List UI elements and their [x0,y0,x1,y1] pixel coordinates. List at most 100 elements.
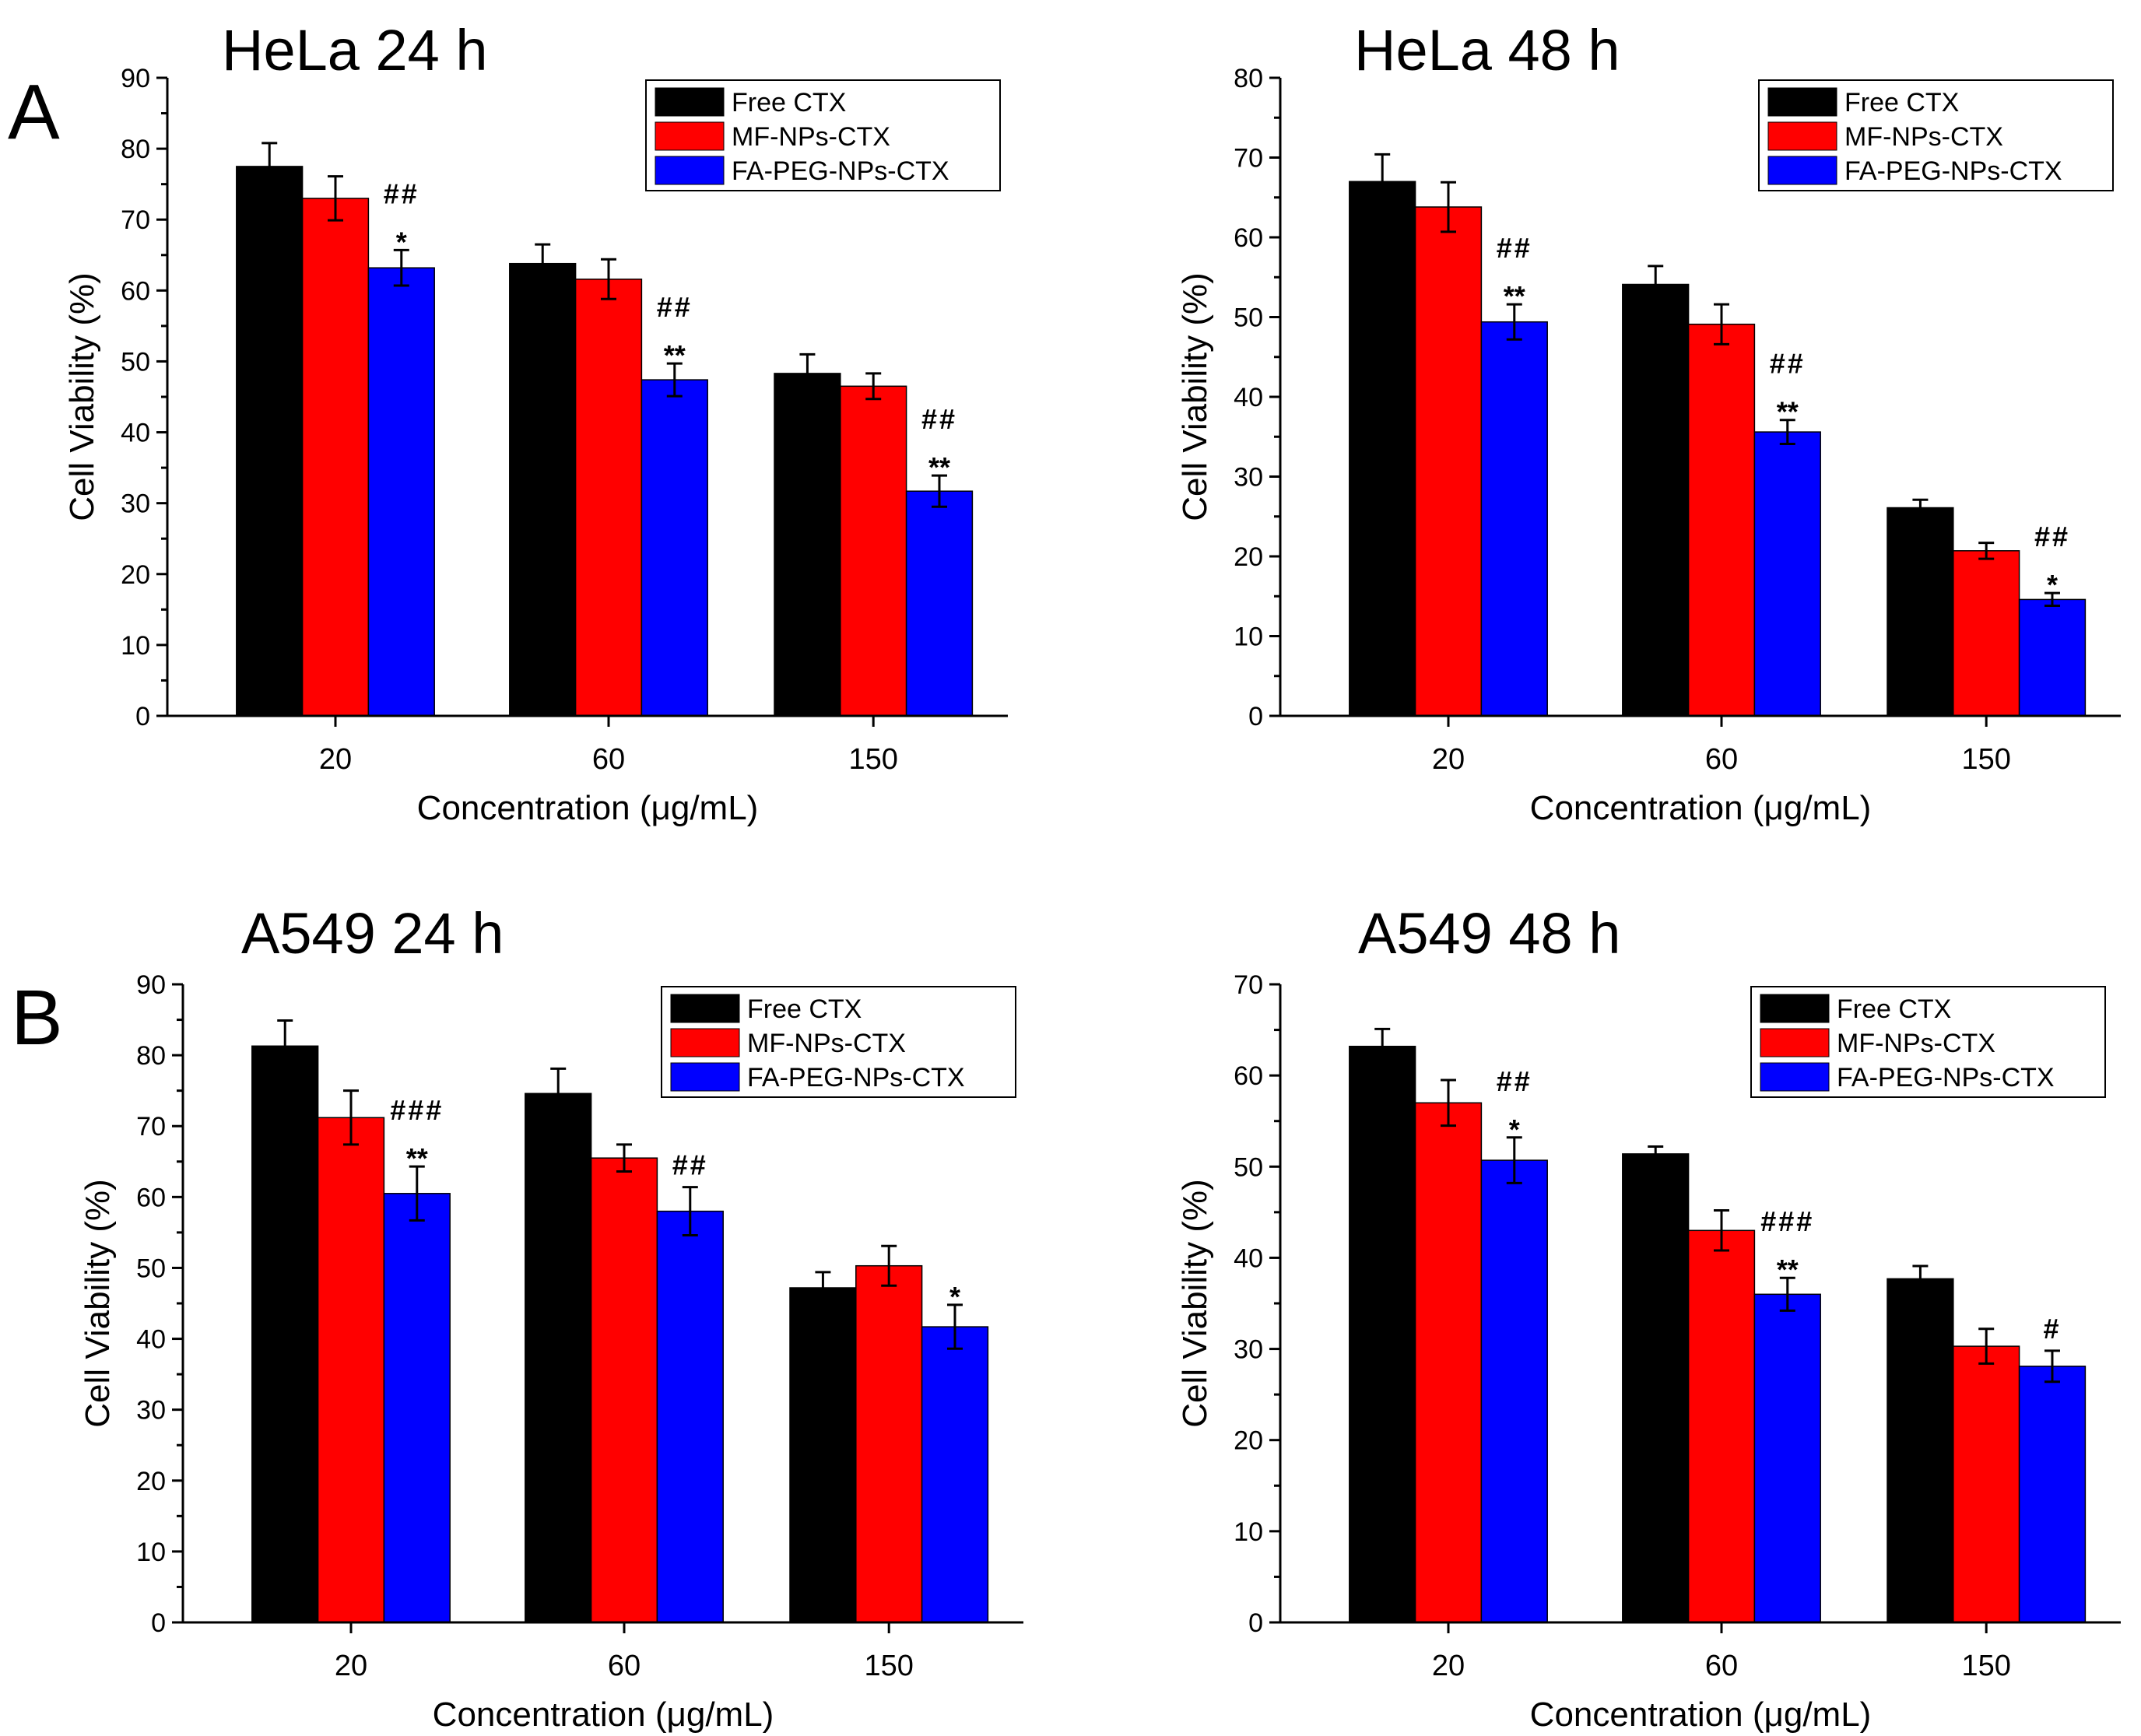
bar-a549-48h-s1-c0 [1414,1102,1483,1623]
bar-a549-48h-s1-c1 [1687,1229,1756,1623]
y-tick-label-hela-24h-5: 50 [121,347,150,377]
significance-mark-hela-24h-2-0: ** [928,451,950,483]
significance-mark-hela-48h-1-1: ## [1770,348,1806,380]
bar-hela-48h-s2-c0 [1480,321,1548,717]
error-bar-a549-24h-s2-c1 [682,1186,698,1237]
error-bar-a549-48h-s0-c1 [1648,1145,1664,1163]
x-tick-label-hela-48h-1: 60 [1705,743,1738,776]
significance-mark-a549-48h-1-0: ** [1777,1254,1799,1285]
legend-label-hela-48h-1: MF-NPs-CTX [1844,122,2003,152]
legend-swatch-hela-24h-1 [655,121,725,151]
bar-hela-48h-s0-c1 [1622,283,1690,717]
bar-hela-24h-s1-c2 [840,385,907,717]
x-tick-label-a549-24h-0: 20 [335,1650,367,1682]
y-tick-label-hela-48h-8: 80 [1234,64,1263,93]
error-bar-hela-48h-s2-c0 [1506,303,1522,341]
bar-hela-24h-s1-c0 [301,198,370,717]
error-bar-a549-48h-s0-c2 [1912,1264,1929,1293]
error-bar-hela-48h-s1-c0 [1441,181,1456,233]
y-tick-label-a549-48h-3: 30 [1234,1335,1263,1365]
bar-hela-48h-s1-c0 [1414,206,1483,717]
bar-hela-24h-s1-c1 [574,279,643,717]
y-tick-label-a549-48h-0: 0 [1248,1608,1263,1638]
x-axis-label-a549-24h: Concentration (μg/mL) [433,1696,774,1734]
significance-mark-a549-48h-0-1: ## [1497,1065,1532,1097]
y-tick-label-hela-48h-2: 20 [1234,542,1263,572]
x-axis-label-a549-48h: Concentration (μg/mL) [1530,1696,1872,1734]
error-bar-hela-24h-s0-c2 [799,352,816,395]
error-bar-a549-48h-s1-c1 [1714,1209,1729,1252]
y-tick-label-a549-24h-0: 0 [151,1608,166,1638]
legend-swatch-a549-48h-0 [1760,994,1830,1023]
error-bar-hela-48h-s2-c2 [2044,591,2060,608]
y-tick-label-hela-48h-7: 70 [1234,144,1263,174]
y-tick-label-a549-24h-3: 30 [136,1396,166,1426]
bar-a549-48h-s2-c2 [2018,1366,2087,1623]
y-tick-label-a549-24h-6: 60 [136,1183,166,1212]
legend-label-hela-24h-1: MF-NPs-CTX [732,122,890,152]
error-bar-a549-48h-s2-c1 [1779,1276,1795,1312]
significance-mark-hela-24h-2-1: ## [921,403,957,435]
significance-mark-a549-48h-2-0: # [2043,1313,2061,1345]
y-tick-label-a549-24h-8: 80 [136,1041,166,1071]
error-bar-hela-24h-s0-c1 [535,243,551,284]
x-tick-label-a549-48h-2: 150 [1961,1650,2010,1682]
x-tick-label-a549-48h-0: 20 [1432,1650,1465,1682]
significance-mark-a549-24h-0-0: ** [406,1142,428,1174]
legend-swatch-hela-48h-2 [1767,156,1837,185]
legend-label-a549-48h-1: MF-NPs-CTX [1837,1029,1995,1058]
error-bar-hela-24h-s1-c0 [328,175,343,222]
error-bar-a549-24h-s2-c0 [409,1165,425,1222]
y-tick-label-hela-48h-6: 60 [1234,223,1263,253]
bar-a549-24h-s1-c0 [317,1117,385,1623]
legend-label-hela-48h-0: Free CTX [1844,88,1959,117]
legend-swatch-hela-48h-1 [1767,121,1837,151]
error-bar-hela-48h-s2-c1 [1779,419,1795,445]
y-axis-label-a549-48h: Cell Viability (%) [1176,1179,1214,1428]
error-bar-hela-48h-s0-c2 [1912,498,1929,517]
error-bar-a549-24h-s2-c2 [946,1303,963,1350]
significance-mark-hela-48h-2-1: ## [2034,521,2070,552]
y-tick-label-a549-24h-7: 70 [136,1112,166,1142]
significance-mark-a549-48h-1-1: ### [1760,1205,1814,1237]
legend-swatch-hela-48h-0 [1767,87,1837,117]
significance-mark-hela-24h-0-1: ## [384,177,419,209]
error-bar-hela-24h-s1-c2 [865,372,882,401]
bar-hela-48h-s1-c1 [1687,323,1756,717]
legend-label-a549-24h-0: Free CTX [747,994,862,1024]
y-tick-label-a549-24h-4: 40 [136,1325,166,1355]
chart-title: HeLa 48 h [1354,18,1620,82]
y-tick-label-hela-24h-6: 60 [121,276,150,306]
bar-hela-24h-s2-c0 [367,267,435,717]
error-bar-hela-24h-s2-c1 [666,362,683,398]
y-tick-label-a549-24h-2: 20 [136,1467,166,1496]
x-tick-label-hela-48h-0: 20 [1432,743,1465,776]
y-tick-label-hela-48h-1: 10 [1234,623,1263,652]
chart-hela-24h: HeLa 24 h * ## ** ## ** ## 0 10 20 30 40 50 60 70 80 90 2… [63,18,1008,827]
x-tick-label-hela-48h-2: 150 [1961,743,2010,776]
panel-label-a: A [8,68,60,156]
significance-mark-a549-24h-1-0: ## [672,1149,708,1181]
bar-hela-24h-s0-c2 [774,373,841,717]
significance-mark-hela-48h-1-0: ** [1777,396,1799,428]
error-bar-a549-24h-s0-c0 [277,1019,293,1073]
bar-hela-48h-s1-c2 [1953,550,2020,717]
bar-hela-48h-s0-c0 [1349,181,1416,717]
y-tick-label-a549-48h-6: 60 [1234,1061,1263,1091]
x-tick-label-hela-24h-2: 150 [848,743,897,776]
panel-label-b: B [11,974,63,1061]
y-axis-label-hela-48h: Cell Viability (%) [1176,272,1214,521]
x-tick-label-a549-24h-2: 150 [864,1650,913,1682]
bar-a549-24h-s2-c1 [656,1210,724,1623]
x-axis-label-hela-24h: Concentration (μg/mL) [417,789,759,827]
legend-label-a549-24h-2: FA-PEG-NPs-CTX [747,1063,965,1092]
bar-hela-48h-s0-c2 [1887,507,1954,717]
error-bar-hela-48h-s1-c2 [1978,542,1995,560]
legend-swatch-hela-24h-0 [655,87,725,117]
y-tick-label-hela-24h-9: 90 [121,64,150,93]
y-axis-label-hela-24h: Cell Viability (%) [63,272,101,521]
y-tick-label-hela-48h-4: 40 [1234,383,1263,412]
significance-mark-hela-48h-2-0: * [2047,569,2058,601]
charts-group: HeLa 24 h*##**##**##01020304050607080902… [63,18,2121,1734]
error-bar-a549-48h-s2-c2 [2044,1349,2060,1384]
